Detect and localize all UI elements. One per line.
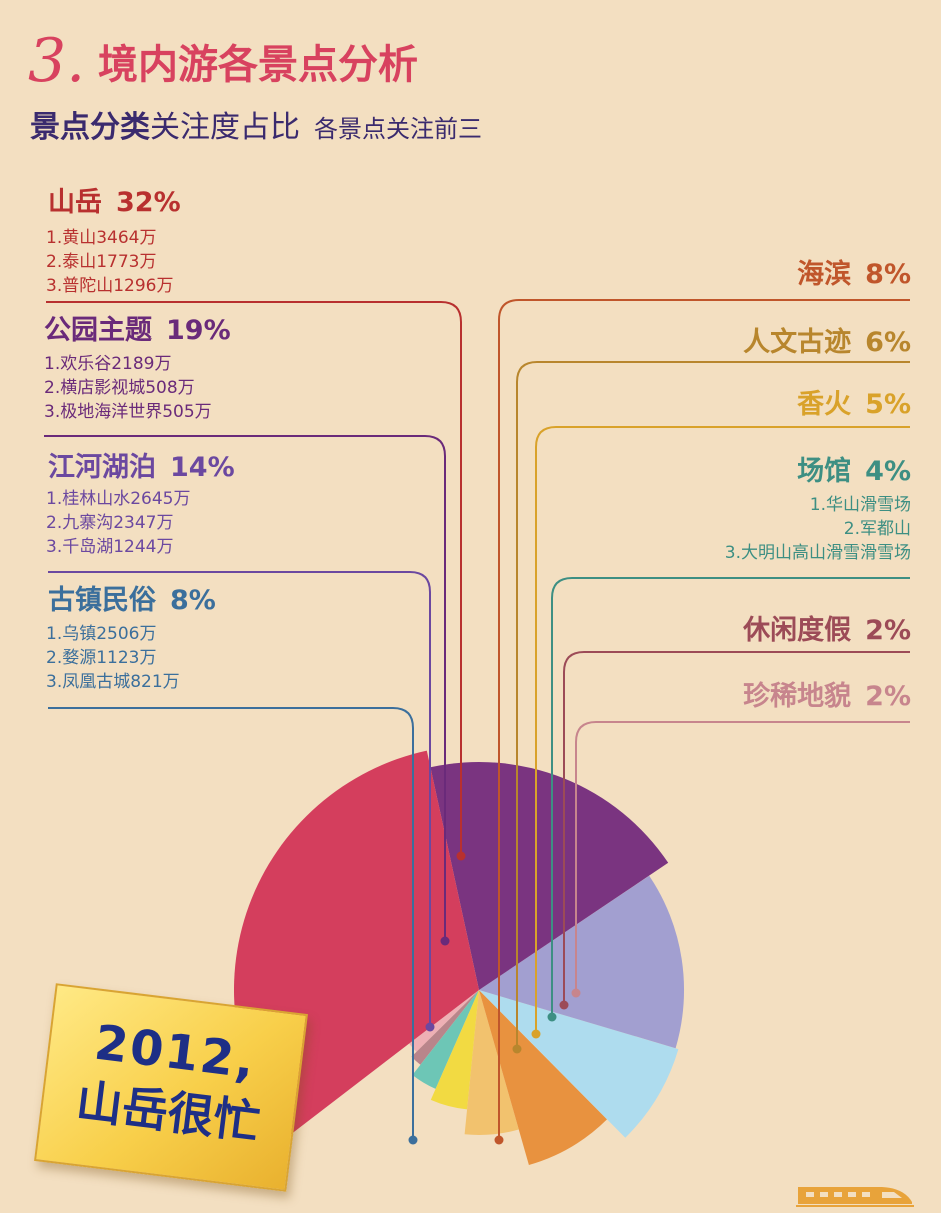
pie-slice-5 xyxy=(479,990,607,1165)
label-jianghe: 江河湖泊 14% xyxy=(48,451,235,485)
top3-jianghe: 1.桂林山水2645万 2.九寨沟2347万 3.千岛湖1244万 xyxy=(46,487,190,559)
leader-line-2 xyxy=(44,435,446,941)
leader-line-7 xyxy=(535,426,910,1034)
list-item: 2.军都山 xyxy=(843,519,911,539)
leader-line-6 xyxy=(516,361,910,1049)
label-pct: 8% xyxy=(865,259,911,290)
leader-line-1 xyxy=(46,301,462,856)
label-name: 休闲度假 xyxy=(743,615,852,646)
list-item: 1.华山滑雪场 xyxy=(809,495,911,515)
year-badge: 2012, 山岳很忙 xyxy=(34,983,308,1192)
pie-slice-3 xyxy=(479,875,685,1049)
pie-slice-10 xyxy=(409,990,479,1052)
subtitle-strong: 景点分类 xyxy=(30,110,150,145)
list-item: 1.黄山3464万 xyxy=(46,228,157,248)
subtitle-normal: 关注度占比 xyxy=(150,110,300,145)
page-title: 境内游各景点分析 xyxy=(98,42,418,88)
list-item: 2.婺源1123万 xyxy=(46,648,157,668)
list-item: 3.普陀山1296万 xyxy=(46,276,174,296)
leader-dot-9 xyxy=(559,1000,569,1010)
chart-subtitle: 景点分类关注度占比 各景点关注前三 xyxy=(30,108,482,149)
label-name: 江河湖泊 xyxy=(48,452,156,483)
train-icon xyxy=(796,1187,914,1207)
list-item: 3.大明山高山滑雪滑雪场 xyxy=(724,543,911,563)
pie-slice-8 xyxy=(412,990,479,1089)
label-name: 场馆 xyxy=(797,456,852,487)
leader-dot-5 xyxy=(494,1135,504,1145)
list-item: 3.千岛湖1244万 xyxy=(46,537,174,557)
label-name: 古镇民俗 xyxy=(48,585,156,616)
label-pct: 8% xyxy=(170,585,216,616)
subtitle-note: 各景点关注前三 xyxy=(314,115,482,143)
leader-dot-1 xyxy=(456,851,466,861)
label-pct: 14% xyxy=(170,452,235,483)
list-item: 1.桂林山水2645万 xyxy=(46,489,191,509)
label-pct: 4% xyxy=(865,456,911,487)
label-name: 人文古迹 xyxy=(743,327,852,358)
label-zhenxi: 珍稀地貌 2% xyxy=(743,680,911,714)
label-pct: 19% xyxy=(166,315,231,346)
pie-slice-9 xyxy=(411,990,479,1065)
pie-slice-6 xyxy=(464,990,519,1136)
leader-line-9 xyxy=(563,651,910,1005)
label-pct: 5% xyxy=(865,389,911,420)
leader-dot-2 xyxy=(440,936,450,946)
list-item: 3.极地海洋世界505万 xyxy=(44,402,212,422)
label-shanyue: 山岳 32% xyxy=(48,186,181,220)
section-number: 3. xyxy=(28,26,86,96)
label-changguan: 场馆 4% xyxy=(797,455,911,489)
leader-dot-6 xyxy=(512,1044,522,1054)
list-item: 3.凤凰古城821万 xyxy=(46,672,180,692)
label-name: 珍稀地貌 xyxy=(743,681,852,712)
top3-shanyue: 1.黄山3464万 2.泰山1773万 3.普陀山1296万 xyxy=(46,226,173,298)
label-gongyuan: 公园主题 19% xyxy=(44,314,231,348)
label-pct: 32% xyxy=(116,187,181,218)
label-pct: 6% xyxy=(865,327,911,358)
list-item: 2.横店影视城508万 xyxy=(44,378,195,398)
list-item: 2.泰山1773万 xyxy=(46,252,157,272)
leader-line-10 xyxy=(575,721,910,993)
leader-line-8 xyxy=(551,577,910,1017)
label-name: 山岳 xyxy=(48,187,102,218)
leader-line-3 xyxy=(48,571,431,1027)
pie-slice-2 xyxy=(430,761,669,990)
label-name: 香火 xyxy=(797,389,852,420)
label-renwen: 人文古迹 6% xyxy=(743,326,911,360)
label-haibin: 海滨 8% xyxy=(797,258,911,292)
list-item: 1.乌镇2506万 xyxy=(46,624,157,644)
top3-changguan: 1.华山滑雪场 2.军都山 3.大明山高山滑雪滑雪场 xyxy=(725,493,911,565)
leader-dot-3 xyxy=(425,1022,435,1032)
pie-slice-4 xyxy=(479,990,679,1138)
pie-slice-7 xyxy=(430,990,479,1110)
list-item: 1.欢乐谷2189万 xyxy=(44,354,172,374)
top3-gongyuan: 1.欢乐谷2189万 2.横店影视城508万 3.极地海洋世界505万 xyxy=(44,352,212,424)
label-xiuxian: 休闲度假 2% xyxy=(743,614,911,648)
label-name: 公园主题 xyxy=(44,315,152,346)
leader-dot-10 xyxy=(571,988,581,998)
leader-dot-4 xyxy=(408,1135,418,1145)
label-xianghuo: 香火 5% xyxy=(797,388,911,422)
top3-guzhen: 1.乌镇2506万 2.婺源1123万 3.凤凰古城821万 xyxy=(46,622,180,694)
label-guzhen: 古镇民俗 8% xyxy=(48,584,216,618)
list-item: 2.九寨沟2347万 xyxy=(46,513,174,533)
leader-line-4 xyxy=(48,707,414,1140)
label-pct: 2% xyxy=(865,681,911,712)
label-name: 海滨 xyxy=(797,259,852,290)
leader-dot-7 xyxy=(531,1029,541,1039)
leader-line-5 xyxy=(498,299,910,1140)
leader-dot-8 xyxy=(547,1012,557,1022)
label-pct: 2% xyxy=(865,615,911,646)
